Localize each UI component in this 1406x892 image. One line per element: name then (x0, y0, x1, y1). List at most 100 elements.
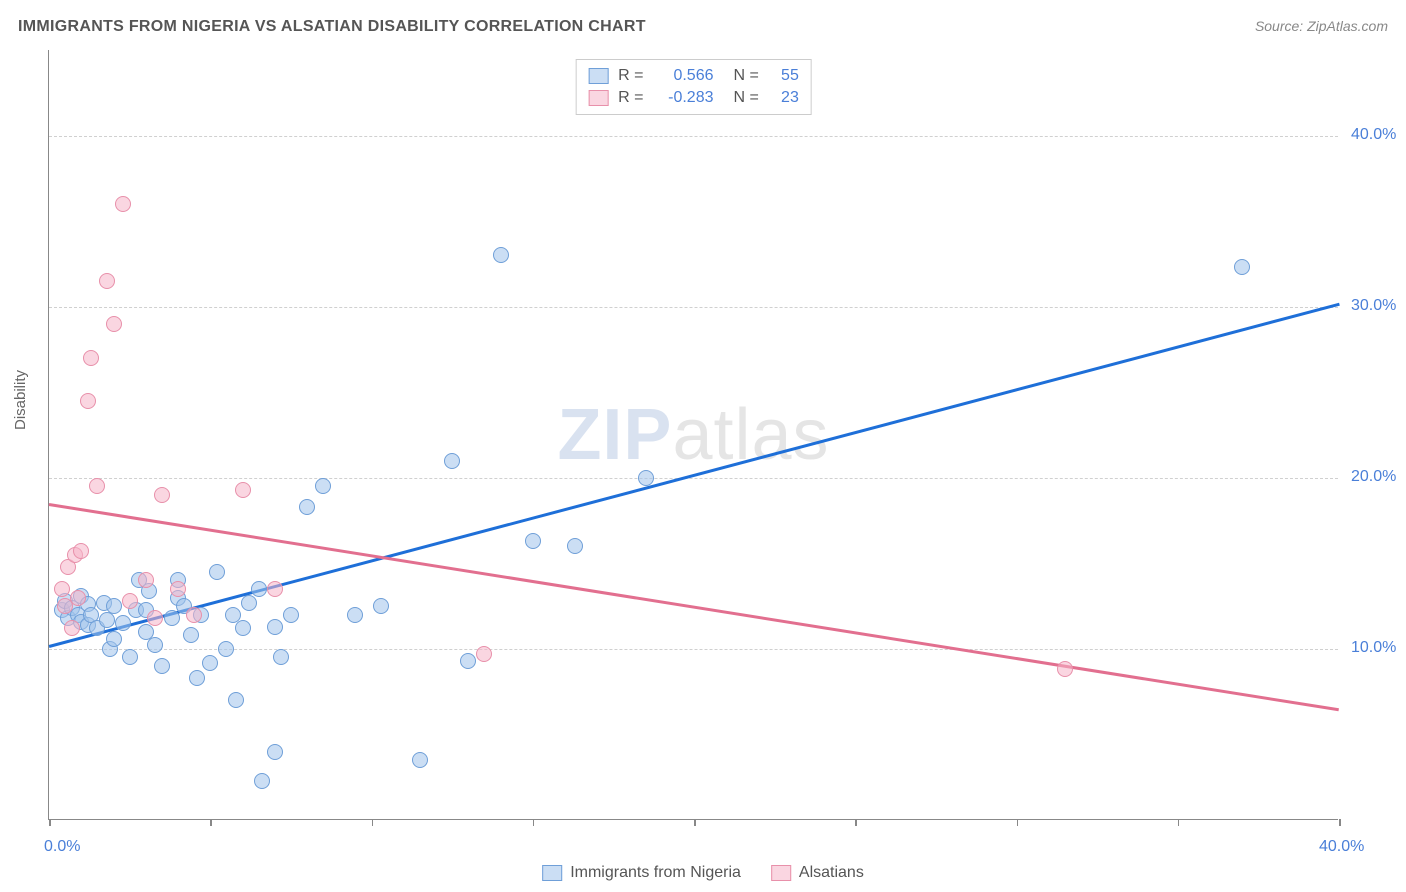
scatter-point (106, 631, 122, 647)
scatter-point (99, 273, 115, 289)
scatter-point (209, 564, 225, 580)
scatter-point (1057, 661, 1073, 677)
scatter-point (64, 620, 80, 636)
scatter-point (202, 655, 218, 671)
scatter-point (154, 658, 170, 674)
scatter-point (73, 543, 89, 559)
y-tick-label: 40.0% (1351, 126, 1396, 144)
scatter-point (347, 607, 363, 623)
legend-r-value: -0.283 (654, 89, 714, 107)
scatter-point (267, 744, 283, 760)
scatter-point (80, 393, 96, 409)
scatter-point (412, 752, 428, 768)
source-name: ZipAtlas.com (1307, 18, 1388, 34)
scatter-point (106, 598, 122, 614)
scatter-point (254, 773, 270, 789)
scatter-point (638, 470, 654, 486)
x-tick-mark (1178, 819, 1180, 826)
legend-series-item: Alsatians (771, 864, 864, 882)
x-tick-label-right: 40.0% (1319, 838, 1364, 856)
scatter-point (460, 653, 476, 669)
legend-series-item: Immigrants from Nigeria (542, 864, 741, 882)
legend-series: Immigrants from Nigeria Alsatians (542, 864, 864, 882)
scatter-point (267, 581, 283, 597)
legend-n-label: N = (734, 89, 759, 107)
source-prefix: Source: (1255, 18, 1307, 34)
legend-swatch (588, 68, 608, 84)
scatter-point (267, 619, 283, 635)
scatter-point (283, 607, 299, 623)
legend-swatch (771, 865, 791, 881)
x-tick-mark (49, 819, 51, 826)
watermark-part2: atlas (672, 395, 829, 475)
scatter-point (444, 453, 460, 469)
gridline-horizontal (49, 649, 1338, 650)
scatter-point (122, 649, 138, 665)
legend-swatch (588, 90, 608, 106)
x-tick-mark (1339, 819, 1341, 826)
y-axis-label: Disability (12, 370, 29, 430)
gridline-horizontal (49, 307, 1338, 308)
scatter-point (1234, 259, 1250, 275)
legend-stats-row: R = -0.283 N = 23 (588, 87, 799, 109)
scatter-point (567, 538, 583, 554)
scatter-point (154, 487, 170, 503)
y-tick-label: 30.0% (1351, 297, 1396, 315)
scatter-point (251, 581, 267, 597)
legend-swatch (542, 865, 562, 881)
scatter-point (122, 593, 138, 609)
scatter-point (476, 646, 492, 662)
legend-series-label: Immigrants from Nigeria (570, 864, 741, 882)
legend-stats-row: R = 0.566 N = 55 (588, 65, 799, 87)
chart-title: IMMIGRANTS FROM NIGERIA VS ALSATIAN DISA… (18, 18, 646, 36)
scatter-point (183, 627, 199, 643)
plot-region: ZIPatlas R =0.566N =55R =-0.283N =23 10.… (48, 50, 1338, 820)
scatter-point (273, 649, 289, 665)
watermark-part1: ZIP (557, 395, 672, 475)
scatter-point (493, 247, 509, 263)
legend-r-label: R = (618, 67, 643, 85)
gridline-horizontal (49, 478, 1338, 479)
scatter-point (89, 478, 105, 494)
scatter-point (218, 641, 234, 657)
x-tick-mark (372, 819, 374, 826)
header-row: IMMIGRANTS FROM NIGERIA VS ALSATIAN DISA… (18, 18, 1388, 36)
scatter-point (54, 581, 70, 597)
scatter-point (241, 595, 257, 611)
x-tick-label-left: 0.0% (44, 838, 80, 856)
x-tick-mark (694, 819, 696, 826)
legend-stats-box: R = 0.566 N = 55 R = -0.283 N = 23 (575, 59, 812, 115)
legend-r-label: R = (618, 89, 643, 107)
y-tick-label: 10.0% (1351, 639, 1396, 657)
scatter-point (373, 598, 389, 614)
legend-n-label: N = (734, 67, 759, 85)
scatter-point (235, 620, 251, 636)
scatter-point (315, 478, 331, 494)
legend-n-value: 55 (769, 67, 799, 85)
y-tick-label: 20.0% (1351, 468, 1396, 486)
watermark: ZIPatlas (557, 394, 829, 476)
scatter-point (189, 670, 205, 686)
scatter-point (115, 196, 131, 212)
scatter-point (170, 581, 186, 597)
scatter-point (106, 316, 122, 332)
legend-n-value: 23 (769, 89, 799, 107)
legend-series-label: Alsatians (799, 864, 864, 882)
scatter-point (235, 482, 251, 498)
scatter-point (299, 499, 315, 515)
x-tick-mark (210, 819, 212, 826)
scatter-point (228, 692, 244, 708)
scatter-point (99, 612, 115, 628)
x-tick-mark (533, 819, 535, 826)
scatter-point (70, 590, 86, 606)
gridline-horizontal (49, 136, 1338, 137)
scatter-point (186, 607, 202, 623)
legend-r-value: 0.566 (654, 67, 714, 85)
source-attribution: Source: ZipAtlas.com (1255, 18, 1388, 34)
chart-area: ZIPatlas R =0.566N =55R =-0.283N =23 10.… (48, 50, 1338, 820)
scatter-point (147, 610, 163, 626)
scatter-point (115, 615, 131, 631)
x-tick-mark (855, 819, 857, 826)
scatter-point (525, 533, 541, 549)
scatter-point (83, 350, 99, 366)
